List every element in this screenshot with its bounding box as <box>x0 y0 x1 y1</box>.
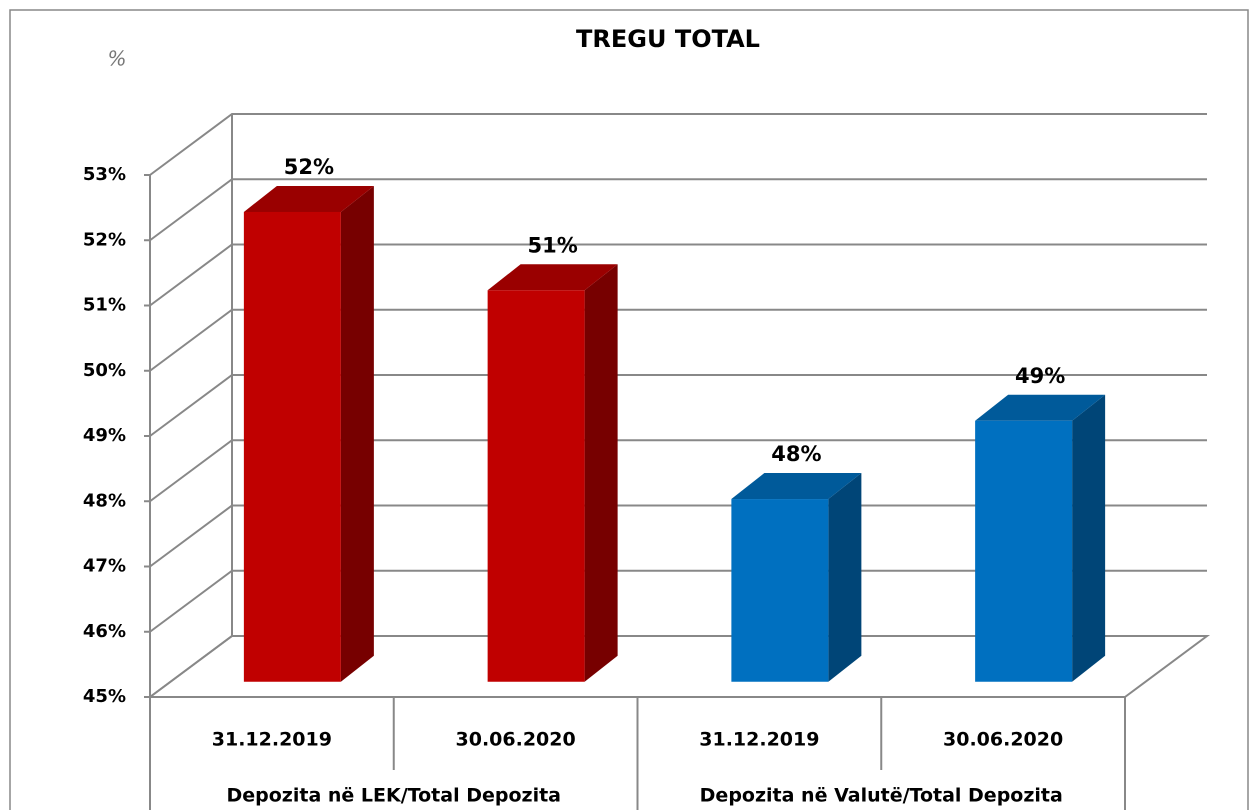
y-tick-label: 50% <box>83 360 126 381</box>
data-label: 52% <box>284 155 334 179</box>
bar-side <box>340 185 374 682</box>
y-tick-label: 48% <box>83 490 126 511</box>
bar-side <box>584 264 618 682</box>
data-label: 48% <box>771 442 821 466</box>
bar-side <box>1072 394 1106 682</box>
grid-line <box>149 374 1207 437</box>
y-tick-label: 49% <box>83 425 126 446</box>
grid-line <box>149 439 1207 503</box>
y-tick-label: 47% <box>83 556 126 577</box>
bar-top <box>487 264 618 291</box>
data-label: 49% <box>1015 364 1065 388</box>
y-tick-label: 52% <box>83 229 126 250</box>
x-tick-label: 30.06.2020 <box>943 729 1063 751</box>
chart-title: TREGU TOTAL <box>576 25 760 53</box>
grid-line <box>149 178 1207 242</box>
bar-top <box>975 394 1106 421</box>
grid-line <box>149 243 1207 307</box>
bar <box>487 290 585 682</box>
x-tick-label: 31.12.2019 <box>699 729 819 751</box>
grid-line <box>149 569 1207 633</box>
y-axis-label: % <box>107 47 126 71</box>
bar-top <box>731 473 862 500</box>
grid-line <box>149 308 1207 372</box>
grid-line <box>149 635 1207 698</box>
bar-side <box>828 473 862 682</box>
y-tick-label: 51% <box>83 295 126 316</box>
bar <box>975 420 1073 682</box>
grid-line <box>149 504 1207 568</box>
bar <box>243 211 341 682</box>
y-tick-label: 45% <box>83 686 126 707</box>
y-tick-label: 46% <box>83 621 126 642</box>
x-tick-label: 31.12.2019 <box>212 729 332 751</box>
group-label: Depozita në Valutë/Total Depozita <box>700 785 1063 807</box>
grid-line <box>149 113 1207 176</box>
data-label: 51% <box>527 233 577 257</box>
bar-top <box>243 185 374 212</box>
x-tick-label: 30.06.2020 <box>456 729 576 751</box>
chart-border <box>9 9 1249 810</box>
group-label: Depozita në LEK/Total Depozita <box>227 785 562 807</box>
bar <box>731 499 829 682</box>
y-tick-label: 53% <box>83 164 126 185</box>
